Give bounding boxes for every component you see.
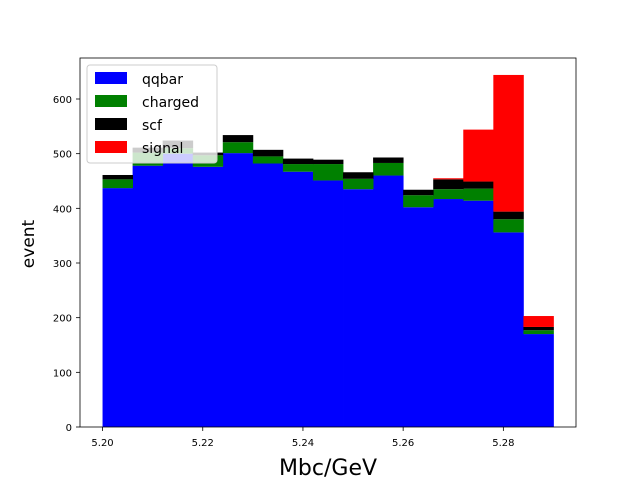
x-tick-label: 5.20 <box>91 438 113 449</box>
bar-qqbar-4 <box>222 153 254 427</box>
bar-qqbar-9 <box>373 175 404 427</box>
bar-scf-11 <box>433 179 464 190</box>
y-axis-label: event <box>19 219 39 268</box>
bar-charged-5 <box>252 156 284 164</box>
bar-qqbar-10 <box>403 207 434 427</box>
bar-charged-7 <box>312 164 344 181</box>
bar-scf-14 <box>523 326 554 331</box>
bar-charged-4 <box>222 142 254 154</box>
y-tick-label: 0 <box>66 423 72 434</box>
legend-label-signal: signal <box>142 141 183 157</box>
bar-scf-13 <box>493 211 524 220</box>
bar-charged-6 <box>282 164 314 172</box>
bar-qqbar-7 <box>312 180 344 427</box>
bar-qqbar-6 <box>282 171 314 427</box>
bar-scf-9 <box>373 157 404 163</box>
bar-charged-8 <box>343 178 374 190</box>
y-tick-label: 400 <box>53 204 72 215</box>
legend-label-qqbar: qqbar <box>142 72 183 88</box>
legend-swatch-signal <box>95 141 127 153</box>
bar-qqbar-13 <box>493 232 524 427</box>
bar-charged-0 <box>102 179 134 189</box>
bar-qqbar-0 <box>102 188 134 427</box>
bar-charged-12 <box>463 188 494 201</box>
bar-charged-14 <box>523 330 554 335</box>
bar-qqbar-11 <box>433 199 464 427</box>
bar-scf-12 <box>463 181 494 189</box>
x-axis-ticks: 5.20 5.22 5.24 5.26 5.28 <box>91 427 514 449</box>
x-tick-label: 5.28 <box>492 438 514 449</box>
y-tick-label: 500 <box>53 150 72 161</box>
bar-scf-5 <box>252 149 284 157</box>
bar-signal-14 <box>523 316 554 327</box>
legend-label-scf: scf <box>142 118 163 134</box>
x-tick-label: 5.26 <box>392 438 414 449</box>
legend-label-charged: charged <box>142 95 199 111</box>
y-tick-label: 200 <box>53 314 72 325</box>
bar-charged-13 <box>493 219 524 233</box>
bar-qqbar-2 <box>162 153 194 427</box>
y-tick-label: 600 <box>53 95 72 106</box>
bar-qqbar-8 <box>343 189 374 427</box>
legend-swatch-scf <box>95 118 127 130</box>
bar-scf-10 <box>403 189 434 196</box>
bar-qqbar-12 <box>463 200 494 427</box>
bar-qqbar-5 <box>252 163 284 428</box>
bar-charged-11 <box>433 189 464 200</box>
legend-swatch-charged <box>95 95 127 107</box>
bar-charged-9 <box>373 162 404 176</box>
legend-swatch-qqbar <box>95 72 127 84</box>
bar-signal-11 <box>433 178 464 180</box>
y-tick-label: 100 <box>53 368 72 379</box>
bar-scf-0 <box>102 174 134 180</box>
bar-signal-13 <box>493 74 524 212</box>
bar-scf-7 <box>312 159 344 165</box>
bars-layer <box>102 74 554 428</box>
y-tick-label: 300 <box>53 259 72 270</box>
bar-scf-8 <box>343 172 374 179</box>
legend: qqbar charged scf signal <box>86 64 218 164</box>
axes-frame <box>79 57 577 428</box>
y-axis-ticks: 0 100 200 300 400 500 600 <box>53 95 80 434</box>
legend-box <box>86 64 218 164</box>
bar-qqbar-1 <box>132 165 164 427</box>
bar-qqbar-3 <box>192 166 224 427</box>
bar-scf-4 <box>222 135 254 143</box>
bar-qqbar-14 <box>523 334 554 427</box>
x-axis-label: Mbc/GeV <box>279 456 377 480</box>
bar-scf-6 <box>282 158 314 165</box>
bar-signal-12 <box>463 129 494 182</box>
x-tick-label: 5.24 <box>292 438 314 449</box>
x-tick-label: 5.22 <box>192 438 214 449</box>
bar-charged-10 <box>403 195 434 208</box>
